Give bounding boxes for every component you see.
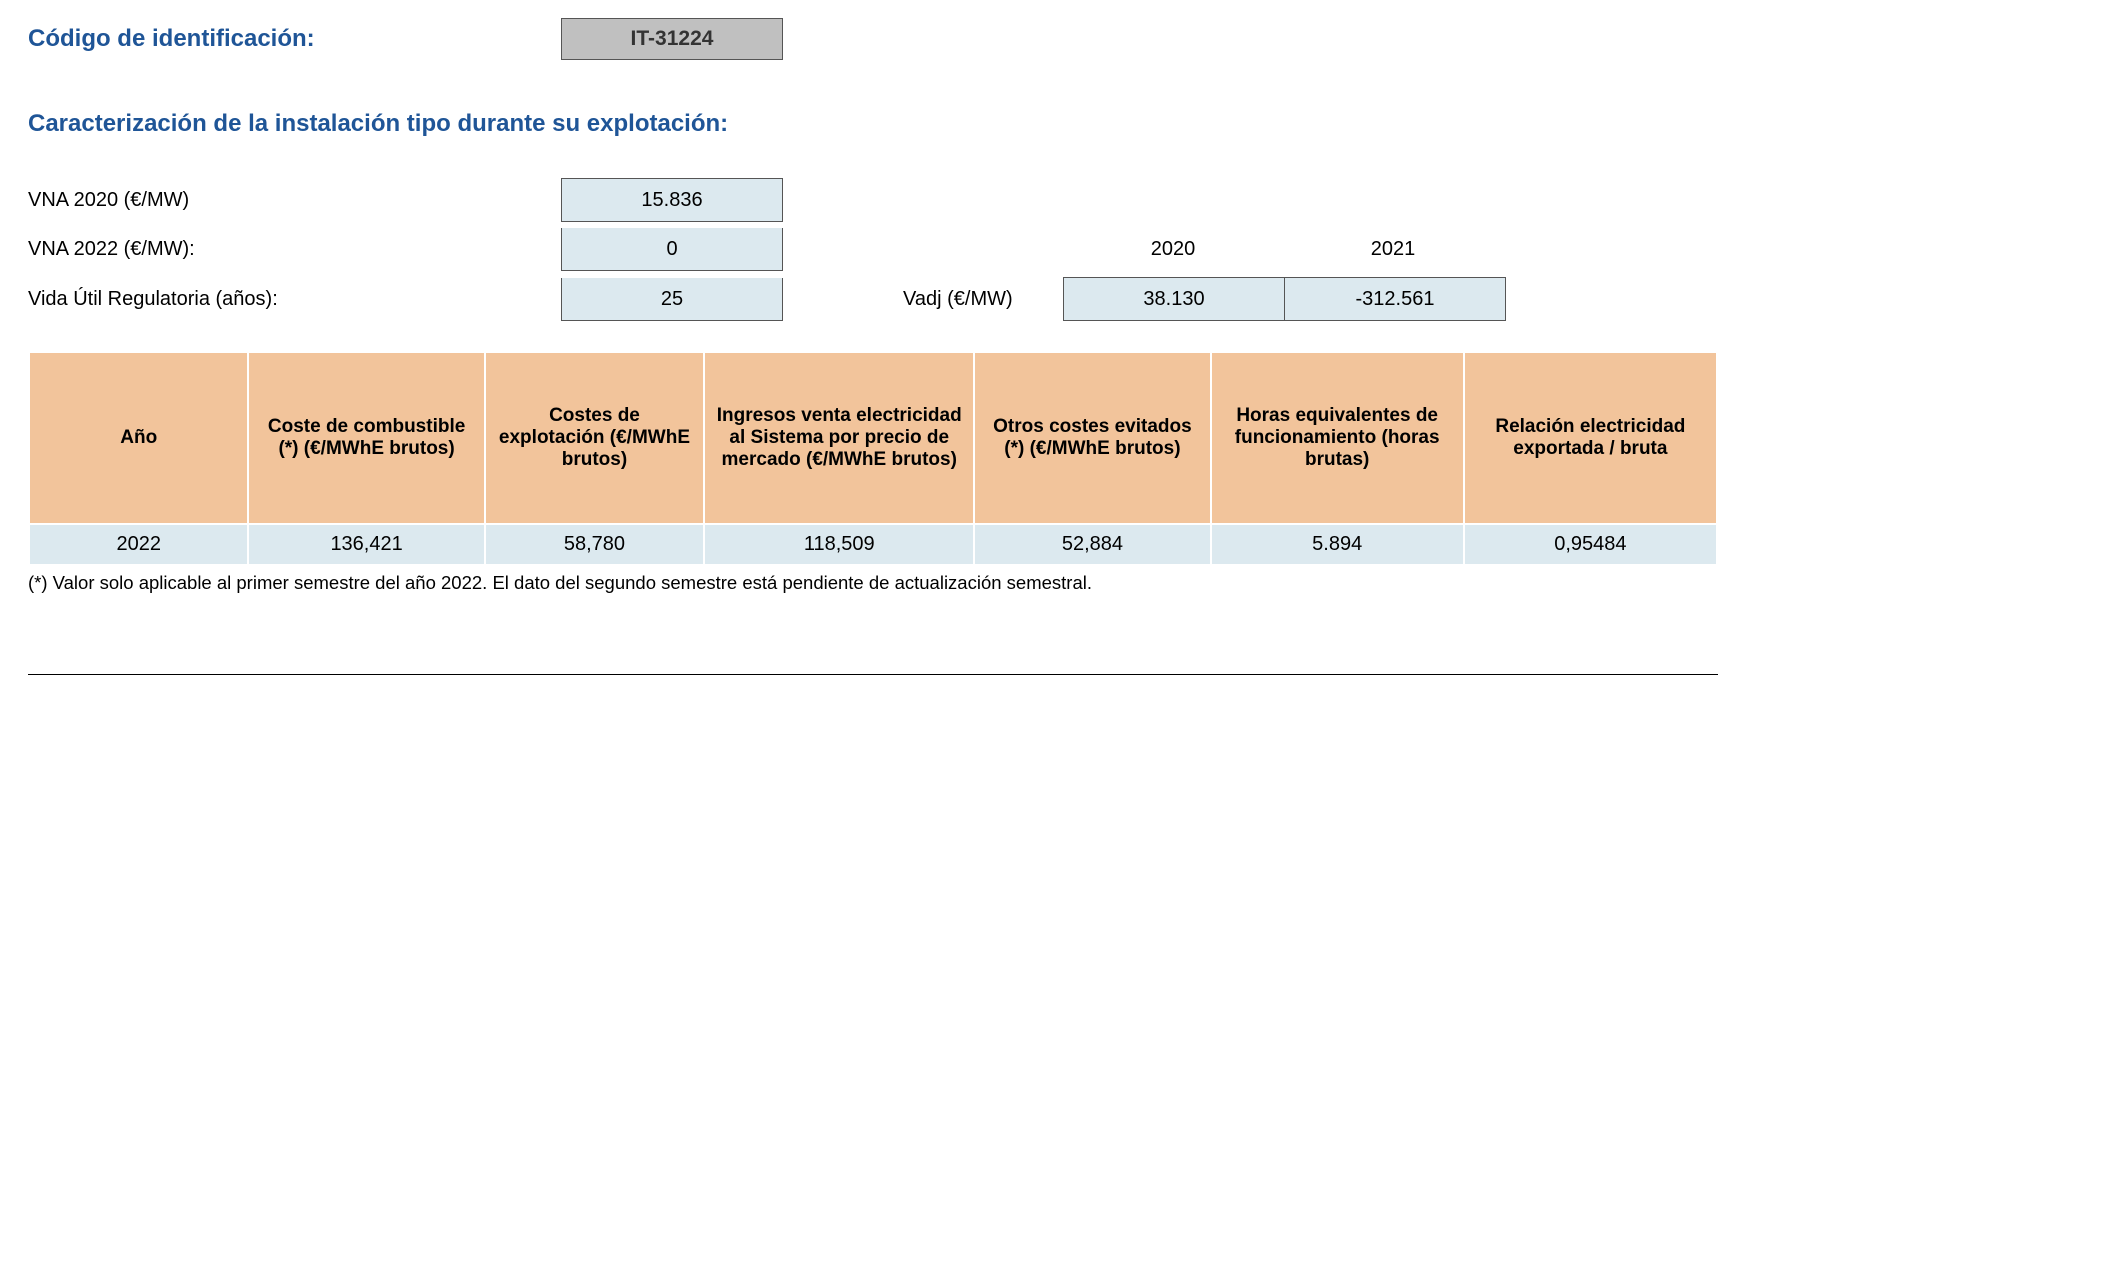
td-otros: 52,884 — [974, 524, 1210, 565]
vna2022-value: 0 — [561, 228, 783, 271]
params-block: VNA 2020 (€/MW) 15.836 VNA 2022 (€/MW): … — [28, 178, 2098, 321]
th-otros: Otros costes evitados (*) (€/MWhE brutos… — [974, 352, 1210, 524]
vna2020-value: 15.836 — [561, 178, 783, 222]
td-explotacion: 58,780 — [485, 524, 704, 565]
vadj-val2: -312.561 — [1285, 277, 1506, 321]
th-combustible: Coste de combustible (*) (€/MWhE brutos) — [248, 352, 484, 524]
td-relacion: 0,95484 — [1464, 524, 1717, 565]
vna2022-label: VNA 2022 (€/MW): — [28, 238, 558, 261]
td-horas: 5.894 — [1211, 524, 1464, 565]
vna2020-row: VNA 2020 (€/MW) 15.836 — [28, 178, 2098, 222]
th-ingresos: Ingresos venta electricidad al Sistema p… — [704, 352, 974, 524]
vadj-values: Vadj (€/MW) 38.130 -312.561 — [903, 277, 1506, 321]
footnote: (*) Valor solo aplicable al primer semes… — [28, 572, 2098, 594]
vadj-label: Vadj (€/MW) — [903, 288, 1063, 311]
vida-row: Vida Útil Regulatoria (años): 25 Vadj (€… — [28, 277, 2098, 321]
table-header-row: Año Coste de combustible (*) (€/MWhE bru… — [29, 352, 1717, 524]
th-ano: Año — [29, 352, 248, 524]
td-ingresos: 118,509 — [704, 524, 974, 565]
vadj-year2: 2021 — [1283, 238, 1503, 261]
id-row: Código de identificación: IT-31224 — [28, 18, 2098, 60]
separator-line — [28, 674, 1718, 675]
td-ano: 2022 — [29, 524, 248, 565]
section-title: Caracterización de la instalación tipo d… — [28, 110, 2098, 138]
vna2022-row: VNA 2022 (€/MW): 0 2020 2021 — [28, 228, 2098, 271]
th-explotacion: Costes de explotación (€/MWhE brutos) — [485, 352, 704, 524]
table-row: 2022 136,421 58,780 118,509 52,884 5.894… — [29, 524, 1717, 565]
vida-value: 25 — [561, 278, 783, 321]
data-table: Año Coste de combustible (*) (€/MWhE bru… — [28, 351, 1718, 566]
vida-label: Vida Útil Regulatoria (años): — [28, 288, 558, 311]
vadj-year-headers: 2020 2021 — [1063, 238, 1503, 261]
td-combustible: 136,421 — [248, 524, 484, 565]
th-horas: Horas equivalentes de funcionamiento (ho… — [1211, 352, 1464, 524]
vna2020-label: VNA 2020 (€/MW) — [28, 189, 558, 212]
id-label: Código de identificación: — [28, 25, 558, 53]
vadj-year1: 2020 — [1063, 238, 1283, 261]
id-value-box: IT-31224 — [561, 18, 783, 60]
th-relacion: Relación electricidad exportada / bruta — [1464, 352, 1717, 524]
vadj-val1: 38.130 — [1063, 277, 1285, 321]
